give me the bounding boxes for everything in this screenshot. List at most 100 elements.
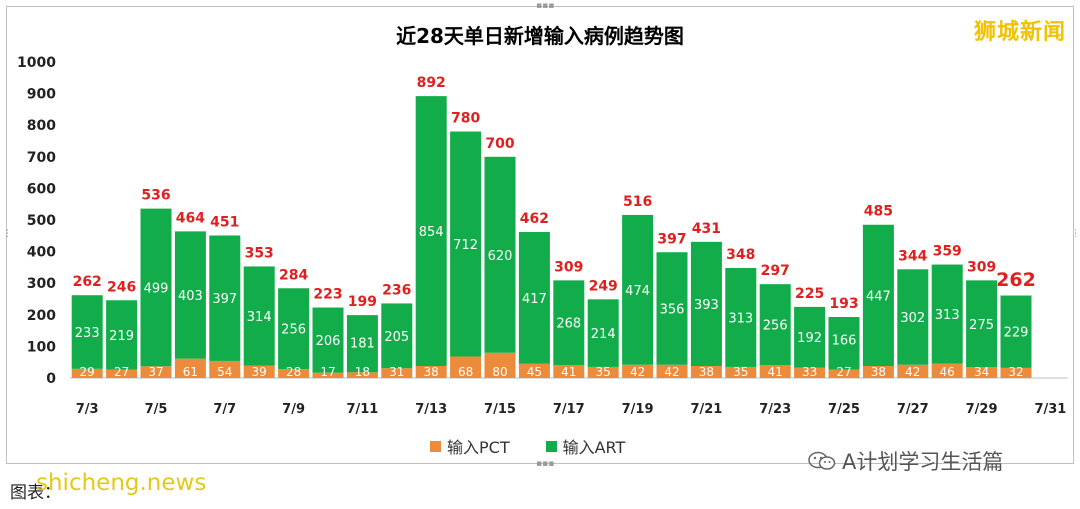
x-tick-label: 7/7 (213, 402, 236, 417)
data-label-total: 223 (313, 287, 342, 303)
legend-item-art: 输入ART (545, 434, 626, 458)
y-tick-label: 900 (27, 87, 56, 103)
data-label-art: 314 (247, 310, 272, 325)
x-tick-label: 7/23 (759, 402, 791, 417)
bar-art (690, 241, 722, 366)
bar-pct (725, 366, 757, 378)
bar-art (828, 317, 860, 370)
data-label-pct: 28 (286, 365, 301, 379)
data-label-pct: 38 (699, 365, 714, 379)
data-label-total: 348 (726, 247, 755, 263)
data-label-art: 712 (453, 238, 478, 253)
x-tick-label: 7/29 (966, 402, 998, 417)
y-tick-label: 400 (27, 245, 56, 261)
data-label-pct: 41 (561, 365, 576, 379)
data-label-pct: 45 (527, 365, 542, 379)
x-tick-label: 7/15 (484, 402, 516, 417)
chart-title: 近28天单日新增输入病例趋势图 (396, 24, 684, 48)
data-label-pct: 29 (80, 365, 95, 379)
resize-handle-top: ▪▪▪ (536, 1, 555, 11)
bar-pct (794, 367, 826, 378)
data-label-art: 403 (178, 289, 203, 304)
x-tick-label: 7/11 (346, 402, 378, 417)
data-label-pct: 35 (596, 365, 611, 379)
data-label-art: 313 (728, 311, 753, 326)
data-label-pct: 32 (1008, 365, 1023, 379)
bar-art (759, 284, 791, 366)
bar-pct (174, 358, 206, 378)
data-label-pct: 41 (768, 365, 783, 379)
data-label-total: 892 (417, 75, 446, 91)
data-label-total: 462 (520, 211, 549, 227)
bar-pct (243, 365, 275, 378)
bar-art (312, 307, 344, 373)
data-label-pct: 61 (183, 365, 198, 379)
data-label-total: 309 (967, 259, 996, 275)
resize-handle-bottom: ▪▪▪ (536, 459, 555, 469)
x-tick-label: 7/3 (76, 402, 99, 417)
data-label-pct: 80 (492, 365, 507, 379)
data-label-total: 780 (451, 111, 480, 127)
bar-pct (966, 367, 998, 378)
legend-label-art: 输入ART (562, 438, 626, 457)
bar-art (553, 280, 585, 366)
y-tick-label: 800 (27, 118, 56, 134)
y-tick-label: 600 (27, 181, 56, 197)
data-label-pct: 17 (320, 365, 335, 379)
x-tick-label: 7/27 (897, 402, 929, 417)
data-label-total: 353 (245, 245, 274, 261)
bar-art (656, 252, 688, 365)
y-tick-label: 300 (27, 276, 56, 292)
bar-art (278, 288, 310, 370)
y-tick-label: 100 (27, 339, 56, 355)
data-label-pct: 35 (733, 365, 748, 379)
data-label-art: 256 (763, 319, 788, 334)
y-tick-label: 0 (46, 371, 56, 387)
bar-pct (656, 364, 688, 378)
bar-art (862, 224, 894, 366)
bar-art (1000, 295, 1032, 368)
data-label-total: 246 (107, 279, 136, 295)
bar-art (518, 232, 550, 364)
data-label-art: 206 (316, 334, 341, 349)
data-label-total: 536 (141, 188, 170, 204)
data-label-pct: 38 (871, 365, 886, 379)
data-label-art: 474 (625, 284, 650, 299)
data-label-pct: 33 (802, 365, 817, 379)
x-tick-label: 7/21 (690, 402, 722, 417)
data-label-total: 284 (279, 267, 308, 283)
data-label-art: 268 (556, 317, 581, 332)
bar-pct (759, 365, 791, 378)
bar-art (622, 214, 654, 365)
data-label-pct: 27 (836, 365, 851, 379)
data-label-art: 233 (75, 326, 100, 341)
data-label-pct: 42 (630, 365, 645, 379)
x-tick-label: 7/25 (828, 402, 860, 417)
data-label-pct: 39 (252, 365, 267, 379)
data-label-art: 397 (212, 292, 237, 307)
bar-art (415, 96, 447, 366)
wechat-attribution: A计划学习生活篇 (808, 446, 1003, 476)
data-label-pct: 31 (389, 365, 404, 379)
data-label-art: 313 (935, 308, 960, 323)
data-label-pct: 68 (458, 365, 473, 379)
chart-legend: 输入PCT 输入ART (430, 434, 625, 458)
data-label-total: 344 (898, 248, 927, 264)
data-label-art: 192 (797, 331, 822, 346)
data-label-total: 700 (485, 136, 514, 152)
bar-pct (71, 368, 103, 378)
x-tick-label: 7/17 (553, 402, 585, 417)
bar-art (725, 268, 757, 367)
data-label-total: 485 (864, 204, 893, 220)
bar-art (587, 299, 619, 367)
legend-item-pct: 输入PCT (430, 434, 510, 458)
bar-art (381, 303, 413, 369)
x-tick-label: 7/5 (145, 402, 168, 417)
bar-pct (553, 365, 585, 378)
bar-art (174, 231, 206, 359)
bar-pct (897, 364, 929, 378)
data-label-art: 205 (384, 330, 409, 345)
source-caption: 图表： (10, 483, 61, 503)
watermark: shicheng.news (36, 470, 207, 496)
